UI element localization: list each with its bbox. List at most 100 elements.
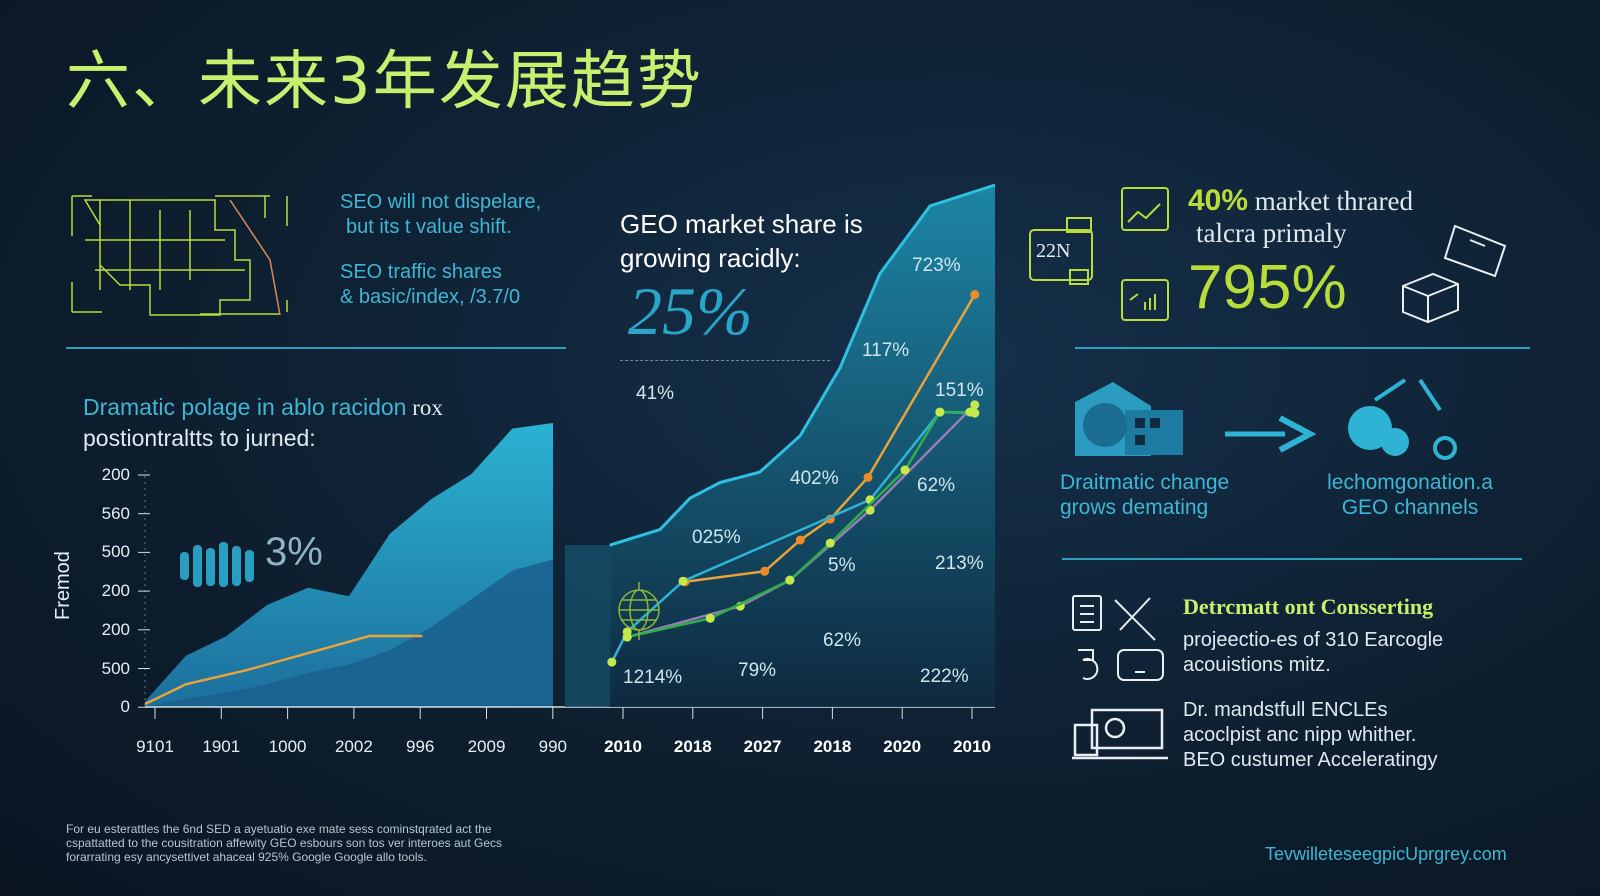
channels-line2: GEO channels <box>1341 496 1479 519</box>
y-axis-label: Fremod <box>52 551 74 620</box>
x-tick-label: 2018 <box>813 737 852 756</box>
annotation-label: 025% <box>692 527 741 548</box>
orange-point <box>863 472 873 482</box>
annotation-label: 5% <box>828 555 856 576</box>
market-big-stat: 795% <box>1188 253 1347 322</box>
x-tick-label: 2010 <box>953 737 991 756</box>
change-line2: grows demating <box>1060 496 1209 519</box>
purple-point <box>970 400 980 410</box>
seo-line-3: SEO traffic shares <box>340 261 502 283</box>
x-tick-label: 990 <box>538 737 567 756</box>
y-tick-label: 500 <box>101 542 130 562</box>
change-line1: Draitmatic change <box>1060 471 1230 494</box>
geo-tools-icon <box>1348 378 1457 460</box>
footnote: For eu esterattles the 6nd SED a ayetuat… <box>66 822 502 864</box>
x-tick-label: 2002 <box>334 737 373 756</box>
globe-icon <box>618 582 660 640</box>
center-heading: GEO market share is growing racidly: <box>620 207 863 275</box>
p2-line1: Dr. mandstfull ENCLEs <box>1183 699 1388 721</box>
market-share-text: 40% market thrared talcra primaly <box>1188 185 1413 249</box>
annotation-label: 41% <box>636 383 675 404</box>
seo-line-1: SEO will not dispelare, <box>340 191 542 213</box>
green-point <box>900 465 910 475</box>
y-tick-label: 0 <box>120 697 130 717</box>
left-block <box>565 545 613 707</box>
left-chart-heading: Dramatic polage in ablo racidon rox post… <box>83 392 443 453</box>
bottom-paragraph-2: Dr. mandstfull ENCLEs acoclpist anc nipp … <box>1183 698 1438 773</box>
change-text: Draitmatic change grows demating <box>1060 470 1229 520</box>
green-point <box>785 575 795 585</box>
center-heading-line1: GEO market share is <box>620 209 863 239</box>
green-point <box>935 407 945 417</box>
annotation-label: 62% <box>823 630 862 651</box>
area-inner <box>145 559 553 707</box>
green-point <box>622 632 632 642</box>
map-icon <box>71 195 288 316</box>
y-tick-label: 200 <box>101 581 130 601</box>
x-tick-label: 1901 <box>202 737 241 756</box>
annotation-label: 151% <box>935 380 984 401</box>
orange-line <box>144 634 423 706</box>
footnote-line: cspattatted to the cousitration affewity… <box>66 836 503 850</box>
heading-part1: Dramatic polage in ablo racidon <box>83 394 407 420</box>
green-point <box>825 538 835 548</box>
orange-series-line <box>684 293 976 583</box>
annotation-label: 62% <box>917 475 956 496</box>
seo-statement: SEO will not dispelare, but its t value … <box>340 190 541 310</box>
channels-line1: lechomgonation.a <box>1327 471 1493 494</box>
x-tick-label: 2009 <box>467 737 506 756</box>
y-tick-label: 500 <box>101 658 130 678</box>
annotation-label: 117% <box>862 340 910 361</box>
page-title: 六、未来3年发展趋势 <box>66 45 703 119</box>
area-edge <box>609 183 996 547</box>
annotation-label: 723% <box>912 255 961 276</box>
center-heading-line2: growing racidly: <box>620 243 801 273</box>
annotation-label: 1214% <box>623 667 683 688</box>
orange-point <box>760 566 770 576</box>
annotation-label: 222% <box>920 666 969 687</box>
left-chart-badge: 3% <box>265 530 323 574</box>
tools-icon <box>1072 595 1164 681</box>
x-tick-label: 996 <box>406 737 435 756</box>
footer-link[interactable]: TevwilleteseegpicUprgrey.com <box>1265 844 1507 864</box>
p2-line2: acoclpist anc nipp whither. <box>1183 724 1417 746</box>
p2-line3: BEO custumer Acceleratingy <box>1183 749 1438 771</box>
x-tick-label: 2027 <box>743 737 782 756</box>
bottom-paragraph-1: projeectio-es of 310 Earcogle acouistions… <box>1183 628 1443 678</box>
building-icon <box>1075 382 1183 456</box>
computer-icon <box>1072 708 1168 760</box>
orange-point <box>795 535 805 545</box>
annotation-label: 213% <box>935 553 984 574</box>
teal-point <box>607 657 617 667</box>
x-tick-label: 2018 <box>673 737 712 756</box>
annotation-label: 402% <box>790 468 839 489</box>
footnote-line: For eu esterattles the 6nd SED a ayetuat… <box>66 822 492 836</box>
heading-part2: rox <box>406 395 443 420</box>
p1-line1: projeectio-es of 310 Earcogle <box>1183 629 1444 651</box>
people-icon <box>180 542 254 587</box>
bottom-heading: Detrcmatt ont Consserting <box>1183 594 1434 619</box>
center-big-stat: 25% <box>628 273 753 349</box>
market-line1: market thrared <box>1248 186 1413 216</box>
center-divider <box>620 360 830 361</box>
orange-point <box>970 290 980 300</box>
y-tick-label: 560 <box>101 503 130 523</box>
x-tick-label: 9101 <box>136 737 174 756</box>
market-pct: 40% <box>1188 184 1249 217</box>
x-tick-label: 2020 <box>883 737 922 756</box>
green-point <box>705 613 715 623</box>
teal-point <box>678 576 688 586</box>
seo-line-4: & basic/index, /3.7/0 <box>340 286 521 308</box>
arrow-right-icon <box>1225 415 1317 453</box>
p1-line2: acouistions mitz. <box>1183 654 1331 676</box>
geo-line-chart <box>565 183 996 719</box>
annotation-label: 79% <box>738 660 777 681</box>
divider <box>1062 558 1522 560</box>
divider <box>66 347 566 349</box>
box-icon <box>1402 224 1507 324</box>
area-fill <box>609 185 996 707</box>
x-tick-label: 2010 <box>604 737 642 756</box>
devices-icon <box>1029 187 1169 321</box>
device-badge: 22N <box>1036 240 1071 262</box>
